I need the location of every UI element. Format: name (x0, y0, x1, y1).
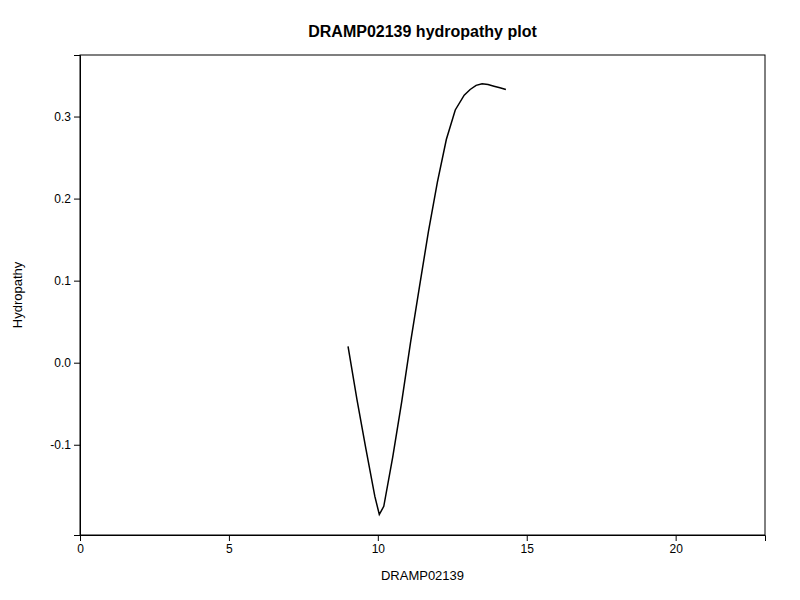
tick: 0.1 (54, 274, 80, 288)
x-axis: 0 5 10 15 20 (77, 535, 765, 556)
y-axis-title: Hydropathy (10, 261, 25, 328)
tick-label: 0.1 (54, 274, 71, 288)
tick-mark (378, 535, 379, 541)
tick: 10 (372, 535, 386, 556)
plot-area (348, 84, 506, 515)
tick-mark (74, 363, 80, 364)
tick: 15 (521, 535, 535, 556)
tick-mark (74, 281, 80, 282)
tick-mark (74, 445, 80, 446)
tick-label: 0.2 (54, 192, 71, 206)
tick-label: 20 (669, 542, 683, 556)
tick-mark (74, 199, 80, 200)
y-axis: -0.1 0.0 0.1 0.2 0.3 (50, 56, 80, 536)
tick: 20 (669, 535, 683, 556)
tick-label: 0 (77, 542, 84, 556)
tick: 0.0 (54, 356, 80, 370)
x-axis-title: DRAMP02139 (381, 568, 464, 583)
tick-mark (74, 117, 80, 118)
tick-label: 5 (226, 542, 233, 556)
tick-mark (229, 535, 230, 541)
tick-label: 10 (372, 542, 386, 556)
tick-mark (527, 535, 528, 541)
tick-label: 15 (521, 542, 535, 556)
tick: -0.1 (50, 438, 80, 452)
tick: 0.2 (54, 192, 80, 206)
tick: 0 (77, 535, 84, 556)
axis-line (81, 536, 766, 542)
tick-label: 0.3 (54, 110, 71, 124)
title: DRAMP02139 hydropathy plot (308, 23, 537, 40)
line (348, 84, 506, 515)
plot-frame (80, 55, 765, 535)
tick-label: 0.0 (54, 356, 71, 370)
tick-mark (676, 535, 677, 541)
tick: 5 (226, 535, 233, 556)
chart: 0 5 10 15 20 -0.1 0.0 0.1 0.2 0.3 DRAMP02139 hydro… (0, 0, 800, 600)
tick-label: -0.1 (50, 438, 71, 452)
tick: 0.3 (54, 110, 80, 124)
